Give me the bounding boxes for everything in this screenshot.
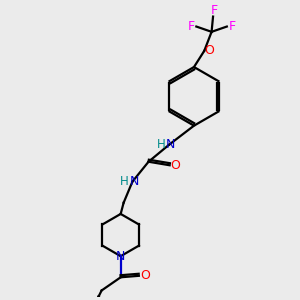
Text: H: H xyxy=(157,138,166,151)
Text: O: O xyxy=(205,44,214,57)
Text: O: O xyxy=(171,159,181,172)
Text: O: O xyxy=(140,269,150,282)
Text: F: F xyxy=(229,20,236,33)
Text: H: H xyxy=(120,175,129,188)
Text: F: F xyxy=(210,4,218,17)
Text: N: N xyxy=(116,250,125,263)
Text: N: N xyxy=(130,175,139,188)
Text: N: N xyxy=(166,138,176,151)
Text: F: F xyxy=(188,20,195,33)
